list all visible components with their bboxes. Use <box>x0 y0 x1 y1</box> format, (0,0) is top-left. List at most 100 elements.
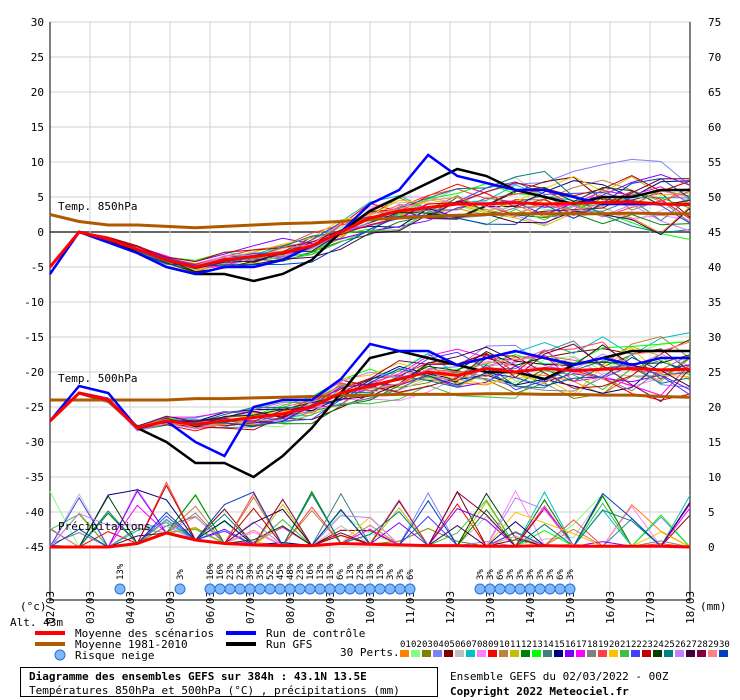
x-tick-label: 10/03 <box>364 591 377 624</box>
snow-risk-marker: 3% <box>564 569 576 595</box>
perturbation-number: 21 <box>620 640 631 650</box>
snowflake-icon <box>174 583 186 595</box>
snow-risk-marker: 16% <box>204 563 216 595</box>
right-tick-label: 10 <box>708 471 721 484</box>
snow-risk-marker: 3% <box>544 569 556 595</box>
snow-risk-marker: 3% <box>174 569 186 595</box>
snow-risk-marker: 35% <box>254 563 266 595</box>
snow-risk-marker: 52% <box>264 563 276 595</box>
perturbation-number: 23 <box>642 640 653 650</box>
snowflake-icon <box>384 583 396 595</box>
left-tick-label: 25 <box>31 51 44 64</box>
perturbation-swatch <box>466 650 475 657</box>
snowflake-icon <box>114 583 126 595</box>
label-t850: Temp. 850hPa <box>58 200 137 213</box>
snow-risk-label: 52% <box>266 563 276 580</box>
right-tick-label: 60 <box>708 121 721 134</box>
snow-risk-label: 35% <box>256 563 266 580</box>
perturbation-number: 29 <box>708 640 719 650</box>
perturbation-swatch <box>653 650 662 657</box>
x-tick-label: 06/03 <box>204 591 217 624</box>
left-tick-label: -30 <box>24 436 44 449</box>
perturbation-number: 26 <box>675 640 686 650</box>
snowflake-icon <box>334 583 346 595</box>
altitude-label: Alt. 43m <box>10 616 63 629</box>
legend-label: Run GFS <box>266 638 312 651</box>
x-tick-label: 13/03 <box>484 591 497 624</box>
snowflake-icon <box>344 583 356 595</box>
snow-risk-marker: 3% <box>384 569 396 595</box>
perturbation-number: 02 <box>411 640 422 650</box>
snowflake-icon <box>564 583 576 595</box>
main-series <box>48 153 691 549</box>
perturbation-number: 14 <box>543 640 554 650</box>
perturbation-number: 22 <box>631 640 642 650</box>
x-tick-label: 12/03 <box>444 591 457 624</box>
snowflake-icon <box>534 583 546 595</box>
right-tick-label: 55 <box>708 156 721 169</box>
perturbation-note: 30 Perts. <box>340 646 400 659</box>
snowflake-icon <box>404 583 416 595</box>
perturbation-swatch <box>686 650 695 657</box>
right-tick-label: 5 <box>708 506 715 519</box>
perturbation-swatch <box>719 650 728 657</box>
right-tick-label: 50 <box>708 191 721 204</box>
snow-risk-marker: 23% <box>354 563 366 595</box>
snow-risk-marker: 3% <box>484 569 496 595</box>
right-tick-label: 45 <box>708 226 721 239</box>
x-tick-label: 16/03 <box>604 591 617 624</box>
perturbation-number: 25 <box>664 640 675 650</box>
perturbation-number: 17 <box>576 640 587 650</box>
perturbation-swatch <box>620 650 629 657</box>
perturbation-swatch <box>510 650 519 657</box>
snowflake-icon <box>354 583 366 595</box>
snow-risk-label: 6% <box>496 569 506 580</box>
snow-risk-label: 3% <box>546 569 556 580</box>
snow-risk-marker: 39% <box>244 563 256 595</box>
series-t500 <box>48 366 691 430</box>
snow-risk-label: 13% <box>316 563 326 580</box>
copyright: Copyright 2022 Meteociel.fr <box>450 685 629 698</box>
perturbation-number: 09 <box>488 640 499 650</box>
snow-risk-marker: 23% <box>294 563 306 595</box>
left-tick-label: -10 <box>24 296 44 309</box>
perturbation-swatch <box>422 650 431 657</box>
left-tick-label: -15 <box>24 331 44 344</box>
left-tick-label: 20 <box>31 86 44 99</box>
right-tick-label: 75 <box>708 16 721 29</box>
member-t500 <box>49 341 691 429</box>
snow-risk-marker: 6% <box>554 569 566 595</box>
chart-subtitle: Températures 850hPa et 500hPa (°C) , pré… <box>29 684 400 697</box>
x-tick-label: 18/03 <box>684 591 697 624</box>
perturbation-number: 20 <box>609 640 620 650</box>
snow-risk-label: 6% <box>556 569 566 580</box>
perturbation-number: 08 <box>477 640 488 650</box>
member-t500 <box>49 354 691 431</box>
perturbation-swatch <box>411 650 420 657</box>
perturbation-number: 15 <box>554 640 565 650</box>
snow-risk-label: 16% <box>306 563 316 580</box>
right-tick-label: 70 <box>708 51 721 64</box>
snow-risk-marker: 13% <box>374 563 386 595</box>
left-tick-label: 30 <box>31 16 44 29</box>
left-tick-label: 10 <box>31 156 44 169</box>
perturbation-swatch <box>455 650 464 657</box>
snow-risk-label: 48% <box>286 563 296 580</box>
perturbation-swatch <box>598 650 607 657</box>
right-tick-label: 25 <box>708 366 721 379</box>
perturbation-swatch <box>521 650 530 657</box>
snow-risk-label: 23% <box>356 563 366 580</box>
perturbation-number: 06 <box>455 640 466 650</box>
perturbation-number: 16 <box>565 640 576 650</box>
perturbation-swatch <box>477 650 486 657</box>
snow-risk-label: 3% <box>486 569 496 580</box>
perturbation-number: 01 <box>400 640 411 650</box>
perturbation-swatch <box>708 650 717 657</box>
panel-labels: Temp. 850hPa Temp. 500hPa Précipitations… <box>10 200 727 629</box>
snowflake-icon <box>204 583 216 595</box>
snow-risk-label: 3% <box>386 569 396 580</box>
series-t850 <box>48 153 690 276</box>
